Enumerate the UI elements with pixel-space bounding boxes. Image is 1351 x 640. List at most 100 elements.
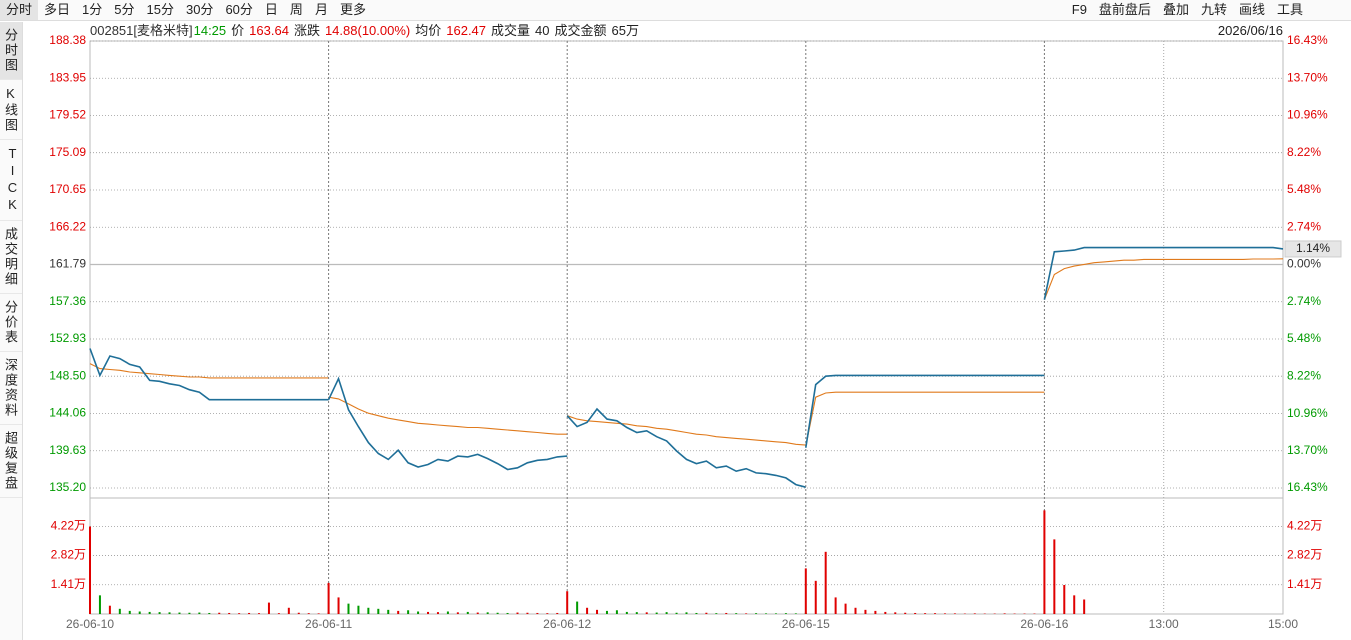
volume-bar — [675, 612, 678, 614]
volume-bar — [1053, 539, 1056, 614]
toolbar: F9 盘前盘后 叠加 九转 画线 工具 分时 多日 1分 5分 15分 30分 60分日周月更多 — [0, 0, 1351, 21]
value: 162.47 — [446, 23, 487, 38]
volume-tick-label: 1.41万 — [51, 577, 86, 591]
value: 163.64 — [249, 23, 289, 38]
side-tab[interactable]: K线图 — [0, 80, 22, 140]
tool[interactable]: 叠加 — [1162, 2, 1189, 17]
avg-line — [567, 415, 806, 446]
tab[interactable]: 60分 — [225, 2, 253, 17]
volume-bar — [745, 613, 748, 614]
volume-bar — [287, 607, 290, 614]
tab[interactable]: 月 — [314, 2, 328, 17]
x-tick-label: 26-06-11 — [305, 617, 352, 631]
volume-bar — [665, 612, 668, 614]
volume-tick-label: 2.82万 — [1287, 548, 1322, 562]
tool[interactable]: 工具 — [1276, 2, 1303, 17]
tab[interactable]: 分时 — [0, 0, 39, 20]
volume-bar — [864, 609, 867, 614]
volume-bar — [536, 612, 539, 614]
volume-bar — [914, 612, 917, 614]
volume-bar — [794, 613, 797, 614]
volume-bar — [158, 612, 161, 614]
y-tick-label: 188.38 — [49, 33, 86, 47]
price-line — [566, 407, 807, 488]
volume-bar — [884, 611, 887, 614]
volume-bar — [854, 607, 857, 614]
y2-tick-label: 10.96% — [1287, 108, 1328, 122]
tool[interactable]: 盘前盘后 — [1098, 2, 1151, 17]
volume-bar — [1073, 595, 1076, 614]
volume-bar — [1003, 613, 1006, 614]
volume-bar — [924, 613, 927, 614]
y2-tick-label: 8.22% — [1287, 145, 1321, 159]
label: 均价 — [415, 23, 442, 38]
volume-bar — [685, 612, 688, 614]
side-tab[interactable]: TICK — [0, 140, 22, 221]
y-tick-label: 166.22 — [49, 219, 86, 233]
tab[interactable]: 1分 — [82, 2, 103, 17]
volume-bar — [446, 611, 449, 614]
volume-bar — [596, 609, 599, 614]
tool[interactable]: 画线 — [1238, 2, 1265, 17]
x-tick-label: 26-06-12 — [543, 617, 591, 631]
volume-bar — [1043, 510, 1046, 614]
tab[interactable]: 更多 — [339, 2, 366, 17]
tab[interactable]: 5分 — [114, 2, 135, 17]
side-tab[interactable]: 超级复盘 — [0, 425, 22, 498]
y2-tick-label: 2.74% — [1287, 219, 1321, 233]
volume-bar — [218, 612, 221, 614]
side-tab[interactable]: 深度资料 — [0, 352, 22, 425]
volume-bar — [774, 613, 777, 614]
side-tab[interactable]: 分时图 — [0, 22, 22, 80]
volume-bar — [765, 613, 768, 614]
volume-bar — [248, 612, 251, 614]
volume-bar — [267, 602, 270, 614]
volume-bar — [755, 613, 758, 614]
tab[interactable]: 日 — [264, 2, 278, 17]
side-tab[interactable]: 成交明细 — [0, 221, 22, 294]
side-tab[interactable]: 分价表 — [0, 294, 22, 352]
volume-bar — [814, 580, 817, 614]
value: 14.88(10.00%) — [324, 23, 411, 38]
volume-bar — [198, 612, 201, 614]
volume-bar — [1083, 599, 1086, 614]
sidebar: 分时图 K线图 TICK 成交明细 分价表 深度资料 超级复盘 — [0, 22, 23, 640]
tool[interactable]: 九转 — [1200, 2, 1227, 17]
volume-bar — [387, 609, 390, 614]
volume-bar — [784, 613, 787, 614]
volume-bar — [973, 613, 976, 614]
plot-frame — [89, 40, 1284, 615]
volume-bar — [705, 612, 708, 614]
volume-bar — [725, 612, 728, 614]
tab[interactable]: 多日 — [44, 2, 71, 17]
volume-bar — [804, 568, 807, 614]
info-line: 002851[麦格米特]14:25 价 163.64 涨跌 14.88(10.00%) 均… — [90, 22, 644, 40]
volume-bar — [516, 612, 519, 614]
value: 40 — [535, 23, 550, 38]
volume-bar — [188, 612, 191, 614]
tool[interactable]: F9 — [1071, 2, 1087, 17]
price-line — [805, 374, 1045, 448]
volume-bar — [327, 582, 330, 614]
volume-tick-label: 1.41万 — [1287, 577, 1322, 591]
tab[interactable]: 15分 — [146, 2, 174, 17]
tab[interactable]: 30分 — [185, 2, 214, 17]
y2-tick-label: 5.48% — [1287, 331, 1321, 345]
volume-bar — [576, 601, 579, 614]
volume-bar — [307, 613, 310, 614]
y2-tick-label: 13.70% — [1287, 443, 1328, 457]
tab[interactable]: 周 — [289, 2, 303, 17]
x-tick-label: 26-06-16 — [1020, 617, 1068, 631]
volume-bar — [138, 611, 141, 614]
volume-bar — [874, 610, 877, 614]
volume-bar — [556, 612, 559, 614]
volume-tick-label: 2.82万 — [51, 548, 86, 562]
price-line — [327, 376, 568, 471]
volume-bar — [645, 612, 648, 614]
value: 65万 — [611, 23, 639, 38]
y2-tick-label: 8.22% — [1287, 368, 1321, 382]
volume-bar — [377, 608, 380, 614]
volume-bar — [456, 612, 459, 614]
volume-bar — [277, 613, 280, 614]
